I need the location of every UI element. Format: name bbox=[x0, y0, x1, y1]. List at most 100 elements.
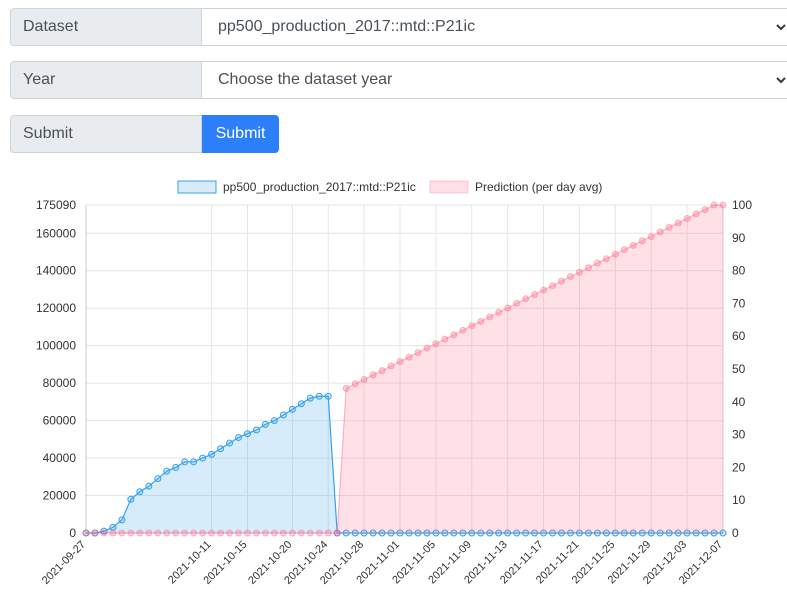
y-left-tick-label: 160000 bbox=[36, 226, 76, 240]
data-point bbox=[683, 529, 691, 537]
data-point bbox=[109, 529, 117, 537]
data-point bbox=[226, 439, 234, 447]
data-point bbox=[181, 458, 189, 466]
data-point bbox=[441, 335, 449, 343]
data-point bbox=[387, 529, 395, 537]
data-point bbox=[692, 210, 700, 218]
year-label: Year bbox=[10, 61, 202, 99]
data-point bbox=[91, 529, 99, 537]
data-point bbox=[243, 430, 251, 438]
legend-swatch bbox=[429, 180, 469, 194]
y-left-tick-label: 80000 bbox=[43, 376, 77, 390]
data-point bbox=[252, 426, 260, 434]
data-point bbox=[540, 286, 548, 294]
data-point bbox=[333, 529, 341, 537]
y-left-tick-label: 100000 bbox=[36, 339, 76, 353]
data-point bbox=[620, 529, 628, 537]
data-point bbox=[629, 241, 637, 249]
y-right-tick-label: 70 bbox=[732, 296, 746, 310]
submit-button[interactable]: Submit bbox=[202, 115, 279, 153]
data-point bbox=[360, 529, 368, 537]
data-point bbox=[549, 282, 557, 290]
data-point bbox=[208, 450, 216, 458]
data-point bbox=[369, 529, 377, 537]
legend-label: Prediction (per day avg) bbox=[475, 180, 602, 194]
legend-label: pp500_production_2017::mtd::P21ic bbox=[223, 180, 416, 194]
data-point bbox=[432, 529, 440, 537]
data-point bbox=[91, 529, 99, 537]
data-point bbox=[575, 529, 583, 537]
data-point bbox=[602, 529, 610, 537]
data-point bbox=[710, 529, 718, 537]
data-point bbox=[199, 529, 207, 537]
data-point bbox=[172, 529, 180, 537]
data-point bbox=[701, 206, 709, 214]
chevron-down-icon bbox=[776, 24, 786, 31]
data-point bbox=[315, 392, 323, 400]
data-point bbox=[549, 529, 557, 537]
data-point bbox=[324, 392, 332, 400]
data-point bbox=[674, 219, 682, 227]
data-point bbox=[279, 411, 287, 419]
dataset-row: Dataset pp500_production_2017::mtd::P21i… bbox=[10, 8, 787, 46]
x-tick-label: 2021-09-27 bbox=[40, 539, 88, 587]
data-point bbox=[252, 529, 260, 537]
data-point bbox=[584, 264, 592, 272]
y-left-tick-label: 140000 bbox=[36, 264, 76, 278]
data-point bbox=[495, 529, 503, 537]
series-area bbox=[86, 396, 723, 533]
data-point bbox=[665, 223, 673, 231]
data-point bbox=[190, 458, 198, 466]
data-point bbox=[593, 529, 601, 537]
data-point bbox=[477, 529, 485, 537]
data-point bbox=[423, 344, 431, 352]
data-point bbox=[333, 529, 341, 537]
data-point bbox=[396, 357, 404, 365]
data-point bbox=[432, 340, 440, 348]
year-select[interactable]: Choose the dataset year bbox=[202, 61, 787, 99]
data-point bbox=[719, 201, 727, 209]
data-point bbox=[109, 523, 117, 531]
y-right-tick-label: 90 bbox=[732, 231, 746, 245]
data-point bbox=[190, 529, 198, 537]
data-point bbox=[297, 400, 305, 408]
series-line bbox=[86, 204, 723, 534]
data-point bbox=[235, 433, 243, 441]
data-point bbox=[620, 246, 628, 254]
data-point bbox=[414, 529, 422, 537]
data-point bbox=[647, 529, 655, 537]
data-point bbox=[584, 529, 592, 537]
data-point bbox=[127, 495, 135, 503]
data-point bbox=[602, 255, 610, 263]
data-point bbox=[593, 259, 601, 267]
data-point bbox=[235, 529, 243, 537]
data-point bbox=[441, 529, 449, 537]
data-point bbox=[297, 529, 305, 537]
data-point bbox=[611, 529, 619, 537]
data-point bbox=[522, 529, 530, 537]
data-point bbox=[486, 313, 494, 321]
data-point bbox=[513, 529, 521, 537]
y-right-tick-label: 50 bbox=[732, 362, 746, 376]
data-point bbox=[208, 529, 216, 537]
year-row: Year Choose the dataset year bbox=[10, 61, 787, 99]
y-right-tick-label: 100 bbox=[732, 198, 752, 212]
data-point bbox=[154, 475, 162, 483]
series-area bbox=[86, 205, 723, 533]
data-point bbox=[378, 529, 386, 537]
data-point bbox=[638, 237, 646, 245]
data-point bbox=[531, 529, 539, 537]
y-left-tick-label: 0 bbox=[69, 526, 76, 540]
data-point bbox=[217, 529, 225, 537]
data-point bbox=[351, 529, 359, 537]
data-point bbox=[647, 232, 655, 240]
data-point bbox=[656, 529, 664, 537]
chart: 0 20000 40000 60000 80000 100000 120000 140000 1… bbox=[36, 180, 752, 587]
dataset-select[interactable]: pp500_production_2017::mtd::P21ic bbox=[202, 8, 787, 46]
submit-row: Submit Submit bbox=[10, 115, 279, 153]
data-point bbox=[261, 529, 269, 537]
data-point bbox=[226, 529, 234, 537]
data-point bbox=[315, 529, 323, 537]
data-point bbox=[504, 304, 512, 312]
data-point bbox=[163, 529, 171, 537]
